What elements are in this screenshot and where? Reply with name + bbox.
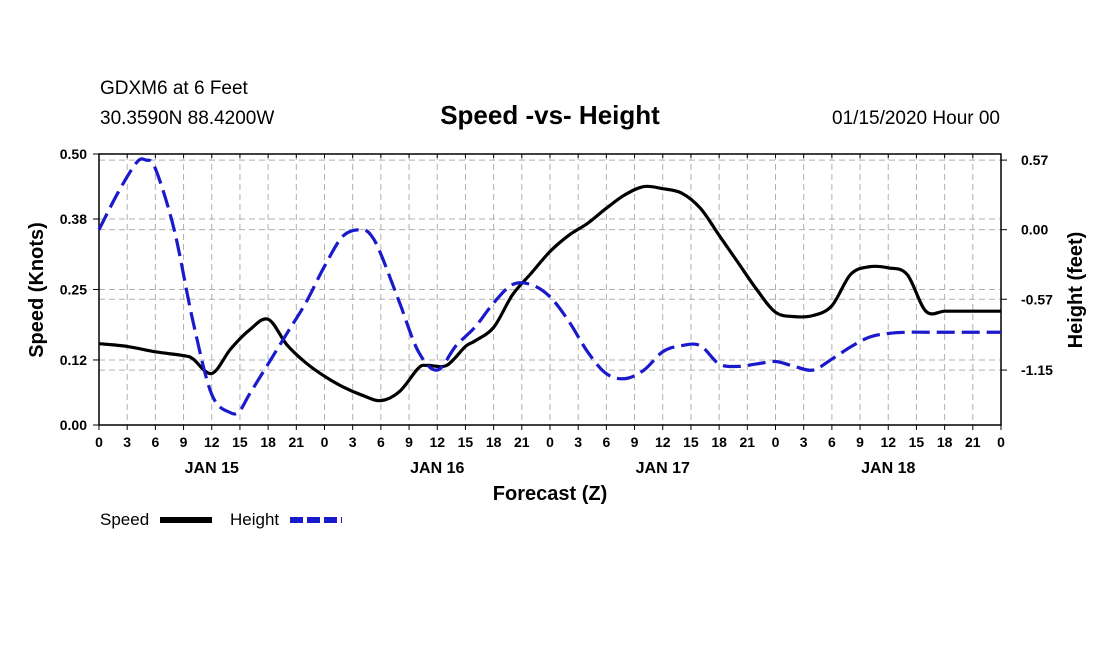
x-tick-label: 6: [602, 434, 610, 450]
legend-speed-label: Speed: [100, 510, 149, 529]
x-tick-label: 21: [289, 434, 305, 450]
speed-series-line: [98, 184, 1001, 403]
x-day-label: JAN 16: [410, 460, 464, 477]
x-tick-label: 12: [429, 434, 445, 450]
station-name: GDXM6 at 6 Feet: [100, 78, 249, 99]
x-tick-label: 15: [458, 434, 474, 450]
height-series-line: [97, 157, 1001, 416]
y2-axis-title: Height (feet): [1065, 232, 1087, 349]
x-tick-label: 9: [405, 434, 413, 450]
y-axis-title: Speed (Knots): [26, 222, 48, 358]
x-tick-label: 6: [828, 434, 836, 450]
axis-layer: 0 3 6 9 12 15 18 21 0 3 6 9 12 15 18 21 0 3 6 9 12 15 18 21 0 3 6 9…: [60, 146, 1053, 477]
y-tick-label: 0.12: [60, 352, 87, 368]
x-day-label: JAN 18: [861, 460, 915, 477]
x-tick-label: 15: [683, 434, 699, 450]
x-tick-label: 3: [349, 434, 357, 450]
series-layer: [97, 157, 1001, 416]
x-tick-label: 12: [655, 434, 671, 450]
x-tick-label: 15: [232, 434, 248, 450]
x-tick-label: 18: [937, 434, 953, 450]
x-tick-label: 0: [772, 434, 780, 450]
y-tick-label: 0.50: [60, 146, 87, 162]
x-axis-title: Forecast (Z): [493, 483, 607, 505]
x-tick-label: 3: [800, 434, 808, 450]
grid-layer: [99, 154, 1001, 425]
x-tick-label: 3: [574, 434, 582, 450]
chart-title: Speed -vs- Height: [440, 100, 660, 130]
x-tick-label: 18: [711, 434, 727, 450]
x-tick-label: 0: [997, 434, 1005, 450]
x-tick-label: 21: [514, 434, 530, 450]
x-tick-label: 12: [880, 434, 896, 450]
y-tick-label: 0.00: [60, 417, 87, 433]
x-tick-label: 0: [546, 434, 554, 450]
x-tick-label: 18: [260, 434, 276, 450]
x-tick-label: 9: [180, 434, 188, 450]
y-tick-label: 0.25: [60, 282, 87, 298]
x-tick-label: 12: [204, 434, 220, 450]
x-tick-label: 3: [123, 434, 131, 450]
x-tick-label: 18: [486, 434, 502, 450]
y2-tick-label: 0.57: [1021, 152, 1048, 168]
x-tick-label: 15: [909, 434, 925, 450]
y2-tick-label: -1.15: [1021, 362, 1053, 378]
y2-tick-label: 0.00: [1021, 222, 1048, 238]
x-tick-label: 9: [856, 434, 864, 450]
x-day-label: JAN 15: [185, 460, 239, 477]
legend: Speed Height: [100, 510, 342, 529]
x-tick-label: 21: [965, 434, 981, 450]
x-tick-label: 6: [151, 434, 159, 450]
x-tick-label: 0: [321, 434, 329, 450]
x-tick-label: 21: [740, 434, 756, 450]
x-tick-label: 0: [95, 434, 103, 450]
x-day-label: JAN 17: [636, 460, 690, 477]
forecast-datetime: 01/15/2020 Hour 00: [832, 108, 1000, 129]
x-tick-label: 6: [377, 434, 385, 450]
y2-tick-label: -0.57: [1021, 291, 1053, 307]
y-tick-label: 0.38: [60, 211, 87, 227]
station-location: 30.3590N 88.4200W: [100, 108, 274, 129]
x-tick-label: 9: [631, 434, 639, 450]
legend-height-label: Height: [230, 510, 279, 529]
